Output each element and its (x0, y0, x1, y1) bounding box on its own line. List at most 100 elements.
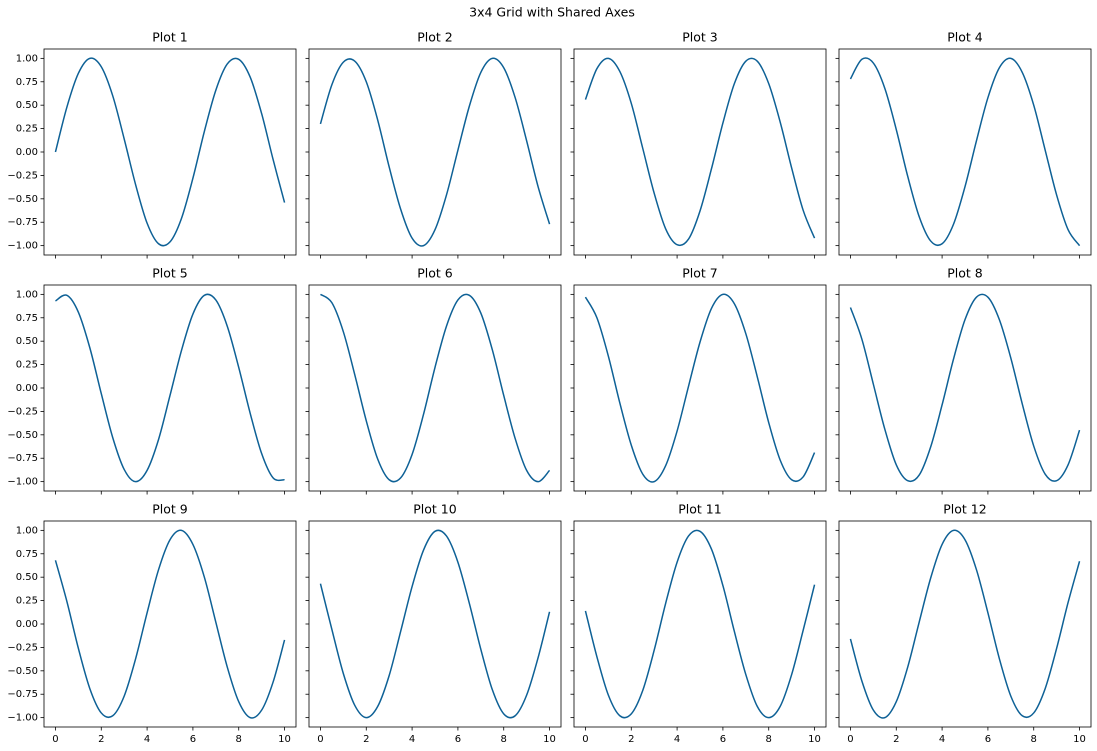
x-tick-label: 0 (847, 734, 853, 745)
x-tick-label: 4 (939, 734, 945, 745)
y-tick-label: −1.00 (7, 241, 38, 252)
subplot: Plot 1 −1.00 −0.75 −0.50 −0.25 0.00 0.25 0.50 0.… (7, 30, 297, 259)
line-series (320, 293, 551, 483)
subplot-title: Plot 1 (152, 30, 188, 45)
axes-frame (838, 284, 1092, 492)
y-tick-label: 0.25 (16, 360, 38, 371)
subplot: Plot 9 −1.00 −0.75 −0.50 −0.25 0.00 0.25 0.50 0.… (7, 502, 297, 745)
line-series (849, 57, 1081, 247)
subplot-title: Plot 6 (417, 266, 453, 281)
subplot-title: Plot 9 (152, 502, 188, 517)
x-tick-label: 10 (1073, 734, 1086, 745)
y-tick-label: −0.50 (7, 430, 38, 441)
subplot: Plot 5 −1.00 −0.75 −0.50 −0.25 0.00 0.25 0.50 0.… (7, 266, 297, 495)
x-tick-label: 0 (582, 734, 588, 745)
y-tick-label: −0.50 (7, 666, 38, 677)
subplot-title: Plot 5 (152, 266, 188, 281)
x-tick-label: 10 (543, 734, 556, 745)
x-tick-label: 2 (628, 734, 634, 745)
x-tick-label: 6 (985, 734, 991, 745)
axes-frame (573, 48, 827, 256)
axes-frame (43, 520, 297, 728)
x-tick-label: 2 (98, 734, 104, 745)
subplot-title: Plot 7 (682, 266, 718, 281)
figure-title: 3x4 Grid with Shared Axes (469, 5, 635, 20)
y-tick-label: −0.75 (7, 453, 38, 464)
axes-frame (573, 284, 827, 492)
subplot-title: Plot 3 (682, 30, 718, 45)
subplot: Plot 6 (305, 266, 562, 495)
y-tick-label: 0.00 (16, 147, 38, 158)
y-tick-label: 0.50 (16, 572, 38, 583)
subplot-title: Plot 10 (413, 502, 456, 517)
subplot-title: Plot 8 (947, 266, 983, 281)
x-tick-label: 4 (144, 734, 150, 745)
x-tick-label: 2 (363, 734, 369, 745)
axes-frame (838, 520, 1092, 728)
y-tick-label: −0.75 (7, 689, 38, 700)
subplot: Plot 12 0 2 4 6 8 10 (835, 502, 1092, 745)
x-tick-label: 6 (720, 734, 726, 745)
x-tick-label: 8 (1031, 734, 1037, 745)
x-tick-label: 8 (501, 734, 507, 745)
y-tick-label: 0.25 (16, 596, 38, 607)
axes-frame (308, 48, 562, 256)
y-tick-label: 1.00 (16, 289, 38, 300)
x-tick-label: 10 (278, 734, 291, 745)
subplot: Plot 3 (570, 30, 827, 259)
subplot: Plot 4 (835, 30, 1092, 259)
x-tick-label: 6 (455, 734, 461, 745)
subplot: Plot 11 0 2 4 6 8 10 (570, 502, 827, 745)
line-series (849, 529, 1081, 719)
line-series (55, 293, 285, 483)
x-tick-label: 6 (190, 734, 196, 745)
line-series (319, 57, 551, 247)
y-tick-label: 0.50 (16, 100, 38, 111)
y-tick-label: 0.25 (16, 124, 38, 135)
x-tick-label: 0 (317, 734, 323, 745)
y-tick-label: −1.00 (7, 713, 38, 724)
y-tick-label: −0.25 (7, 406, 38, 417)
x-tick-label: 4 (409, 734, 415, 745)
line-series (584, 293, 816, 483)
y-tick-label: −0.75 (7, 217, 38, 228)
y-tick-label: 0.50 (16, 336, 38, 347)
axes-frame (838, 48, 1092, 256)
axes-frame (43, 284, 297, 492)
y-tick-label: −0.25 (7, 642, 38, 653)
x-tick-label: 4 (674, 734, 680, 745)
axes-frame (308, 520, 562, 728)
line-series (54, 57, 286, 247)
subplot: Plot 8 (835, 266, 1092, 495)
line-series (849, 293, 1081, 483)
y-tick-label: 1.00 (16, 53, 38, 64)
y-tick-label: −0.25 (7, 170, 38, 181)
x-tick-label: 2 (893, 734, 899, 745)
x-tick-label: 8 (766, 734, 772, 745)
axes-frame (308, 284, 562, 492)
subplot: Plot 10 0 2 4 6 8 10 (305, 502, 562, 745)
y-tick-label: 0.75 (16, 313, 38, 324)
y-tick-label: 0.75 (16, 77, 38, 88)
line-series (319, 529, 551, 719)
subplot-title: Plot 4 (947, 30, 983, 45)
subplot-title: Plot 12 (943, 502, 986, 517)
y-tick-label: −0.50 (7, 194, 38, 205)
x-tick-label: 0 (52, 734, 58, 745)
y-tick-label: 0.75 (16, 549, 38, 560)
subplot-title: Plot 2 (417, 30, 453, 45)
line-series (584, 529, 816, 719)
subplot: Plot 2 (305, 30, 562, 259)
x-tick-label: 8 (236, 734, 242, 745)
axes-frame (573, 520, 827, 728)
line-series (584, 57, 816, 247)
axes-frame (43, 48, 297, 256)
y-tick-label: 0.00 (16, 619, 38, 630)
subplot-title: Plot 11 (678, 502, 721, 517)
y-tick-label: 0.00 (16, 383, 38, 394)
line-series (54, 529, 286, 719)
y-tick-label: 1.00 (16, 525, 38, 536)
x-tick-label: 10 (808, 734, 821, 745)
subplot: Plot 7 (570, 266, 827, 495)
